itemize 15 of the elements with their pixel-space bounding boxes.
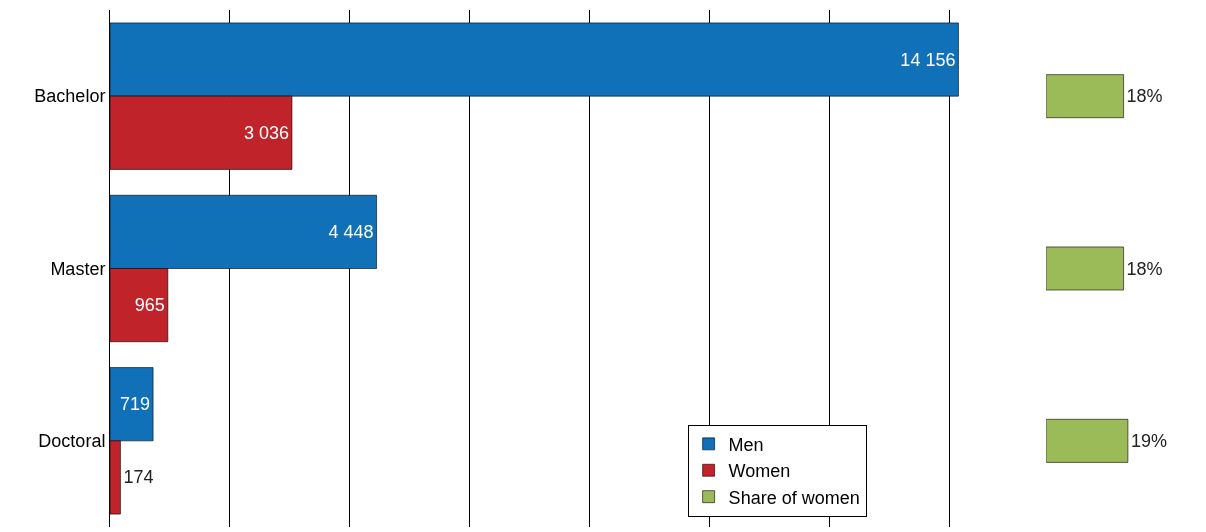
data-label: 4 448: [328, 221, 374, 242]
data-label: 18%: [1126, 86, 1163, 107]
legend-label: Men: [728, 434, 764, 455]
data-label: 14 156: [900, 49, 956, 70]
data-label: 965: [134, 295, 165, 316]
data-label: 19%: [1130, 430, 1167, 451]
data-label: 174: [123, 467, 154, 488]
y-tick-label: Doctoral: [38, 431, 106, 452]
data-label: 18%: [1126, 258, 1163, 279]
y-tick-label: Bachelor: [34, 86, 106, 107]
legend-label: Women: [728, 461, 791, 482]
data-label: 3 036: [243, 122, 289, 143]
data-label: 719: [120, 394, 151, 415]
legend-label: Share of women: [728, 487, 860, 508]
y-tick-label: Master: [50, 258, 106, 279]
